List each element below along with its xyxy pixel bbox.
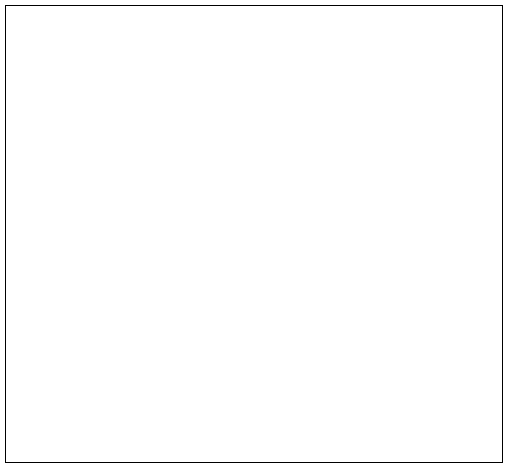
light-patch [115,35,246,126]
heatmap-map [91,17,401,457]
dark-core [161,162,305,372]
plot-frame [5,5,503,463]
white-gap [123,138,132,147]
heatmap-layer [91,17,401,457]
blue-spot [127,97,138,110]
white-gap [243,31,290,72]
blue-spot [259,17,280,34]
light-patch [113,304,156,420]
blue-spot [93,127,110,142]
